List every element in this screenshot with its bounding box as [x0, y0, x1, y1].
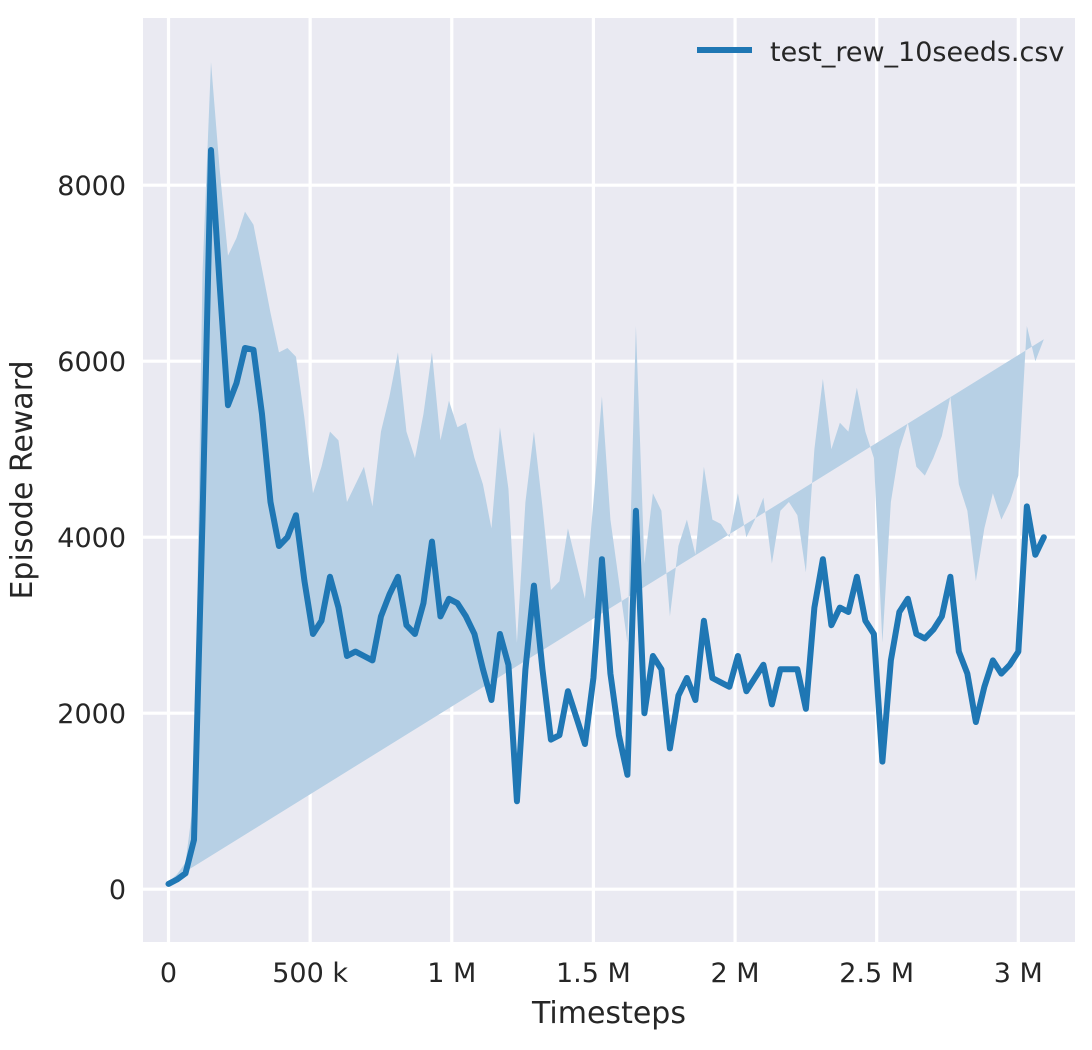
x-tick-label: 2.5 M	[839, 958, 914, 989]
mean-line	[165, 147, 1047, 887]
legend-label: test_rew_10seeds.csv	[770, 37, 1064, 68]
x-tick-labels: 0 500 k 1 M 1.5 M 2 M 2.5 M 3 M	[160, 958, 1043, 989]
confidence-band	[168, 62, 1044, 883]
y-tick-label: 6000	[57, 347, 126, 378]
x-tick-label: 0	[160, 958, 177, 989]
y-tick-labels: 0 2000 4000 6000 8000	[57, 171, 126, 906]
chart-legend[interactable]: test_rew_10seeds.csv	[697, 37, 1064, 68]
x-tick-label: 500 k	[272, 958, 348, 989]
x-tick-label: 1 M	[427, 958, 476, 989]
y-tick-label: 0	[109, 875, 126, 906]
x-tick-label: 1.5 M	[556, 958, 631, 989]
y-axis-title: Episode Reward	[5, 360, 40, 599]
x-tick-label: 2 M	[711, 958, 760, 989]
x-tick-label: 3 M	[994, 958, 1043, 989]
x-axis-title: Timesteps	[531, 996, 686, 1031]
y-tick-label: 8000	[57, 171, 126, 202]
y-tick-label: 4000	[57, 523, 126, 554]
y-tick-label: 2000	[57, 699, 126, 730]
